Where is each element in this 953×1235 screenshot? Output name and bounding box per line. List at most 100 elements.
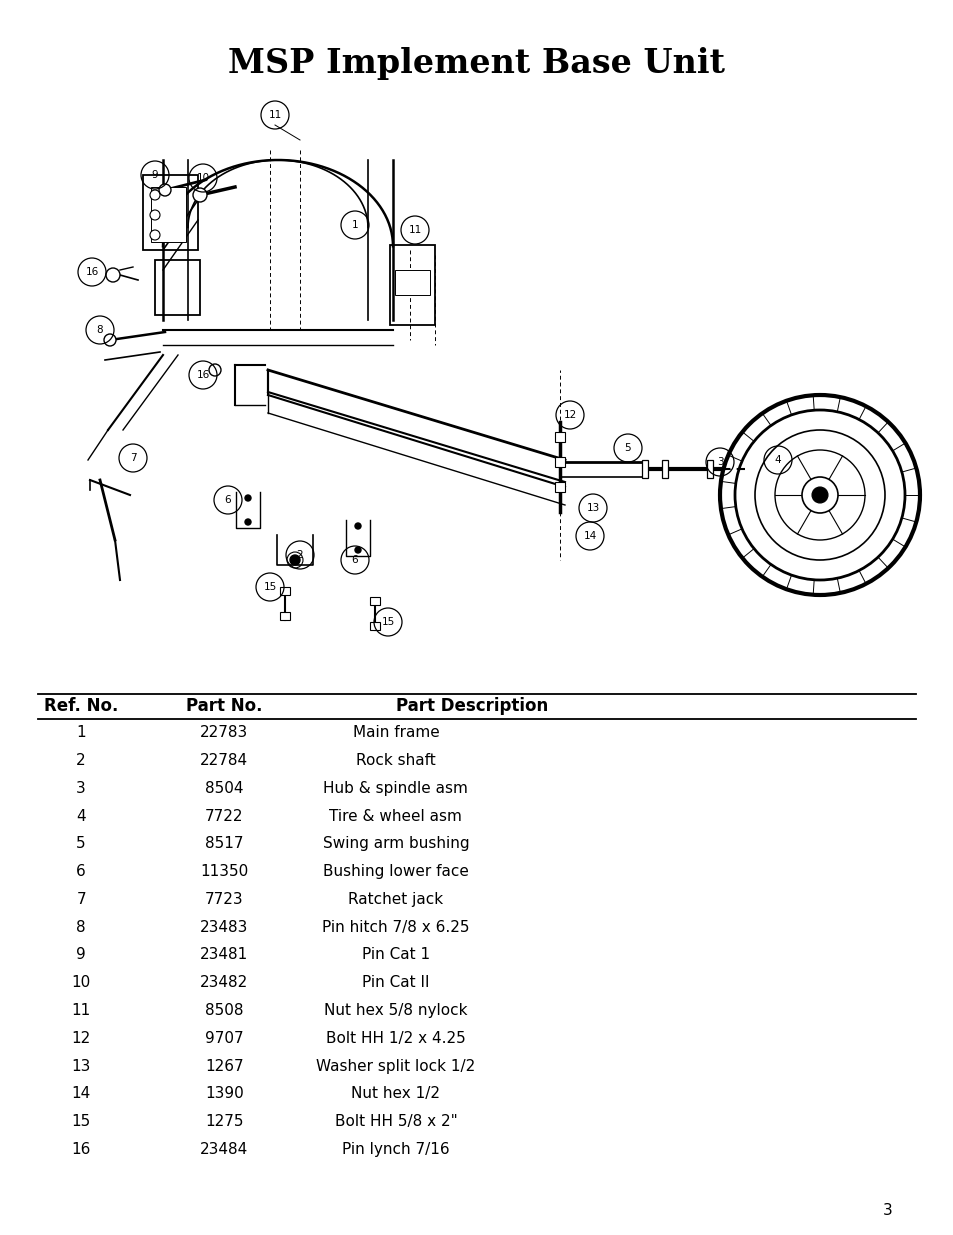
Circle shape	[104, 333, 116, 346]
Text: 5: 5	[76, 836, 86, 851]
Text: 16: 16	[196, 370, 210, 380]
Text: 23484: 23484	[200, 1142, 248, 1157]
Circle shape	[355, 547, 360, 553]
Text: MSP Implement Base Unit: MSP Implement Base Unit	[229, 47, 724, 80]
Text: 12: 12	[71, 1031, 91, 1046]
Text: Pin Cat 1: Pin Cat 1	[361, 947, 430, 962]
Text: Ratchet jack: Ratchet jack	[348, 892, 443, 906]
Text: 8517: 8517	[205, 836, 243, 851]
Text: 22784: 22784	[200, 753, 248, 768]
Text: Pin Cat II: Pin Cat II	[362, 976, 429, 990]
Text: 15: 15	[71, 1114, 91, 1129]
Text: 10: 10	[196, 173, 210, 183]
Bar	[555, 457, 564, 467]
Text: 7: 7	[130, 453, 136, 463]
Text: 3: 3	[76, 781, 86, 795]
Text: 1: 1	[76, 725, 86, 740]
Circle shape	[801, 477, 837, 513]
Circle shape	[193, 188, 207, 203]
Bar	[641, 459, 647, 478]
Text: 23483: 23483	[200, 920, 248, 935]
Bar	[143, 175, 198, 249]
Bar	[154, 261, 200, 315]
Text: 8: 8	[96, 325, 103, 335]
Circle shape	[150, 210, 160, 220]
Bar	[555, 482, 564, 492]
Text: 4: 4	[76, 809, 86, 824]
Bar	[280, 587, 290, 595]
Text: 14: 14	[71, 1087, 91, 1102]
Circle shape	[150, 230, 160, 240]
Text: 8: 8	[76, 920, 86, 935]
Circle shape	[209, 364, 221, 375]
Text: 6: 6	[225, 495, 231, 505]
Text: Main frame: Main frame	[353, 725, 438, 740]
Circle shape	[355, 522, 360, 529]
Circle shape	[290, 555, 299, 564]
Bar	[151, 186, 186, 242]
Text: 23482: 23482	[200, 976, 248, 990]
Text: 1267: 1267	[205, 1058, 243, 1073]
Text: 15: 15	[263, 582, 276, 592]
Text: 4: 4	[774, 454, 781, 466]
Text: 7: 7	[76, 892, 86, 906]
Text: 11: 11	[268, 110, 281, 120]
Text: 7722: 7722	[205, 809, 243, 824]
Text: Pin hitch 7/8 x 6.25: Pin hitch 7/8 x 6.25	[322, 920, 469, 935]
Bar	[370, 622, 379, 630]
Text: Bushing lower face: Bushing lower face	[323, 864, 468, 879]
Text: 6: 6	[352, 555, 358, 564]
Text: Bolt HH 1/2 x 4.25: Bolt HH 1/2 x 4.25	[326, 1031, 465, 1046]
Circle shape	[811, 487, 827, 503]
Text: 11350: 11350	[200, 864, 248, 879]
Text: 16: 16	[71, 1142, 91, 1157]
Text: 10: 10	[71, 976, 91, 990]
Text: Ref. No.: Ref. No.	[44, 698, 118, 715]
Text: Part Description: Part Description	[395, 698, 548, 715]
Circle shape	[106, 268, 120, 282]
Text: 6: 6	[76, 864, 86, 879]
Text: 7723: 7723	[205, 892, 243, 906]
Bar	[706, 459, 712, 478]
Text: 1: 1	[352, 220, 358, 230]
Bar	[661, 459, 667, 478]
Text: Nut hex 5/8 nylock: Nut hex 5/8 nylock	[324, 1003, 467, 1018]
Text: Tire & wheel asm: Tire & wheel asm	[329, 809, 462, 824]
Bar	[370, 597, 379, 605]
Text: Pin lynch 7/16: Pin lynch 7/16	[342, 1142, 449, 1157]
Text: Washer split lock 1/2: Washer split lock 1/2	[316, 1058, 475, 1073]
Text: 13: 13	[71, 1058, 91, 1073]
Text: Rock shaft: Rock shaft	[355, 753, 436, 768]
Text: 5: 5	[624, 443, 631, 453]
Circle shape	[245, 519, 251, 525]
Text: Hub & spindle asm: Hub & spindle asm	[323, 781, 468, 795]
Text: 12: 12	[563, 410, 576, 420]
Text: 9707: 9707	[205, 1031, 243, 1046]
Circle shape	[159, 184, 171, 196]
Text: 13: 13	[586, 503, 599, 513]
Text: 22783: 22783	[200, 725, 248, 740]
Text: 2: 2	[76, 753, 86, 768]
Text: 3: 3	[716, 457, 722, 467]
Text: 9: 9	[76, 947, 86, 962]
Text: Part No.: Part No.	[186, 698, 262, 715]
Text: Nut hex 1/2: Nut hex 1/2	[351, 1087, 440, 1102]
Bar	[390, 245, 435, 325]
Text: 9: 9	[152, 170, 158, 180]
Bar	[555, 432, 564, 442]
Text: 1275: 1275	[205, 1114, 243, 1129]
Text: 8504: 8504	[205, 781, 243, 795]
Text: 15: 15	[381, 618, 395, 627]
Circle shape	[150, 190, 160, 200]
Bar	[395, 270, 430, 295]
Text: 1390: 1390	[205, 1087, 243, 1102]
Text: 16: 16	[85, 267, 98, 277]
Text: 11: 11	[71, 1003, 91, 1018]
Text: Bolt HH 5/8 x 2": Bolt HH 5/8 x 2"	[335, 1114, 456, 1129]
Text: 2: 2	[296, 550, 303, 559]
Text: 23481: 23481	[200, 947, 248, 962]
Text: 3: 3	[882, 1203, 891, 1218]
Text: 14: 14	[583, 531, 596, 541]
Bar	[280, 613, 290, 620]
Text: Swing arm bushing: Swing arm bushing	[322, 836, 469, 851]
